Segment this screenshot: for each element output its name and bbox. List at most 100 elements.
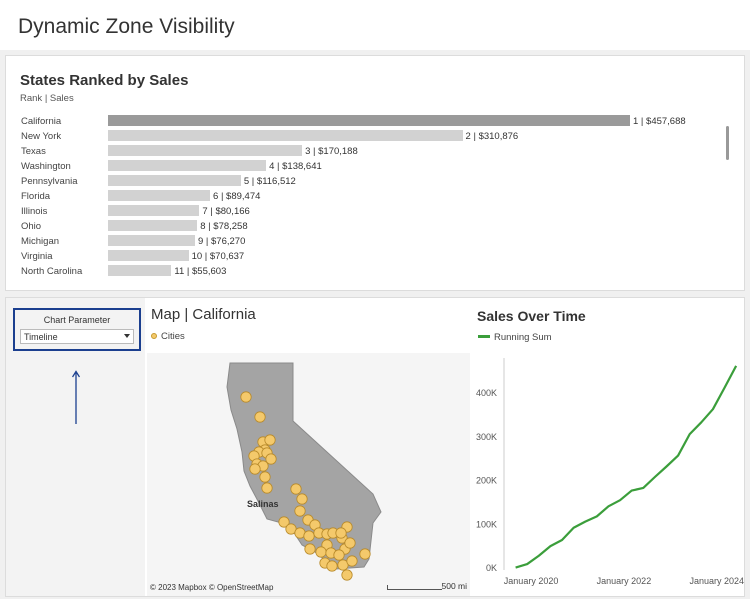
sales-bar[interactable] [108, 265, 172, 276]
city-marker[interactable] [344, 537, 356, 549]
city-marker[interactable] [315, 546, 327, 558]
city-marker[interactable] [359, 548, 371, 560]
running-sum-line[interactable] [515, 365, 738, 569]
ranking-row[interactable]: Ohio 8 | $78,258 [6, 219, 721, 234]
y-tick-label: 400K [476, 388, 497, 398]
rank-sales-label: 2 | $310,876 [465, 131, 519, 142]
city-marker[interactable] [303, 530, 315, 542]
map-attribution: © 2023 Mapbox © OpenStreetMap [150, 583, 274, 592]
state-name: Pennsylvania [21, 176, 78, 187]
ranking-scrollbar[interactable] [726, 126, 729, 160]
rank-sales-label: 11 | $55,603 [174, 266, 227, 277]
sales-bar[interactable] [108, 115, 630, 126]
ranking-row[interactable]: Pennsylvania 5 | $116,512 [6, 174, 721, 189]
ranking-title: States Ranked by Sales [20, 72, 189, 89]
map-panel: Map | California Cities Salinas © 2023 M… [147, 298, 470, 596]
map-scale-label: 500 mi [441, 581, 467, 591]
city-marker[interactable] [326, 560, 338, 572]
state-name: Ohio [21, 221, 42, 232]
city-marker[interactable] [249, 463, 261, 475]
ranking-row[interactable]: Virginia 10 | $70,637 [6, 249, 721, 264]
sales-bar[interactable] [108, 175, 241, 186]
city-marker[interactable] [290, 483, 302, 495]
city-marker[interactable] [294, 505, 306, 517]
state-name: Washington [21, 161, 71, 172]
chart-parameter-control: Chart Parameter Timeline [13, 308, 141, 351]
rank-sales-label: 5 | $116,512 [243, 176, 296, 187]
city-marker[interactable] [265, 453, 277, 465]
ranking-row[interactable]: New York 2 | $310,876 [6, 129, 721, 144]
states-ranked-panel: States Ranked by Sales Rank | Sales Cali… [5, 55, 745, 291]
map-title: Map | California [151, 306, 256, 323]
city-marker[interactable] [261, 482, 273, 494]
state-name: Illinois [21, 206, 48, 217]
rank-sales-label: 7 | $80,166 [202, 206, 250, 217]
city-marker[interactable] [333, 549, 345, 561]
city-marker[interactable] [304, 543, 316, 555]
city-marker[interactable] [240, 391, 252, 403]
ranking-row[interactable]: Washington 4 | $138,641 [6, 159, 721, 174]
rank-sales-label: 8 | $78,258 [200, 221, 248, 232]
sales-bar[interactable] [108, 205, 200, 216]
chevron-down-icon [124, 334, 130, 338]
map-legend-label: Cities [161, 331, 185, 342]
chart-parameter-select[interactable]: Timeline [20, 329, 134, 344]
city-marker-icon [151, 333, 157, 339]
sales-line-chart[interactable]: 0K 100K 200K 300K 400K January 2020 January 20… [472, 350, 744, 596]
ranking-row[interactable]: California 1 | $457,688 [6, 114, 721, 129]
ranking-row[interactable]: Florida 6 | $89,474 [6, 189, 721, 204]
bottom-area: Chart Parameter Timeline Map | Californi… [5, 297, 745, 597]
state-name: Virginia [21, 251, 53, 262]
rank-sales-label: 10 | $70,637 [191, 251, 245, 262]
chart-parameter-label: Chart Parameter [43, 315, 111, 325]
parameter-column: Chart Parameter Timeline [6, 298, 145, 596]
sales-bar[interactable] [108, 145, 303, 156]
state-name: Michigan [21, 236, 60, 247]
rank-sales-label: 3 | $170,188 [305, 146, 358, 157]
ranking-row[interactable]: North Carolina 11 | $55,603 [6, 264, 721, 279]
rank-sales-label: 1 | $457,688 [633, 116, 686, 127]
ranking-row[interactable]: Texas 3 | $170,188 [6, 144, 721, 159]
city-label-salinas: Salinas [247, 499, 279, 509]
city-marker[interactable] [335, 527, 347, 539]
dashboard-title: Dynamic Zone Visibility [18, 15, 235, 38]
sales-chart-title: Sales Over Time [477, 308, 586, 324]
city-marker[interactable] [264, 434, 276, 446]
sales-bar[interactable] [108, 250, 189, 261]
map-legend: Cities [151, 331, 185, 342]
x-tick-label: January 2020 [504, 576, 559, 586]
state-name: North Carolina [21, 266, 83, 277]
rank-sales-label: 9 | $76,270 [197, 236, 246, 247]
ranking-row[interactable]: Illinois 7 | $80,166 [6, 204, 721, 219]
sales-bar[interactable] [108, 235, 195, 246]
x-tick-label: January 2022 [597, 576, 652, 586]
ranking-row[interactable]: Michigan 9 | $76,270 [6, 234, 721, 249]
dashboard-header: Dynamic Zone Visibility [0, 0, 750, 50]
state-name: New York [21, 131, 62, 142]
y-tick-label: 300K [476, 432, 497, 442]
y-tick-label: 200K [476, 476, 497, 486]
sales-bar[interactable] [108, 130, 463, 141]
state-name: Texas [21, 146, 46, 157]
map-canvas[interactable]: Salinas © 2023 Mapbox © OpenStreetMap 50… [147, 353, 470, 596]
city-marker[interactable] [341, 569, 353, 581]
city-markers [240, 391, 371, 581]
state-name: California [21, 116, 62, 127]
california-shape [226, 362, 382, 570]
state-name: Florida [21, 191, 51, 202]
sales-over-time-panel: Sales Over Time Running Sum 0K 100K 200K 30… [472, 298, 744, 596]
city-marker[interactable] [254, 411, 266, 423]
city-marker[interactable] [346, 555, 358, 567]
sales-bar[interactable] [108, 220, 198, 231]
city-marker[interactable] [278, 516, 290, 528]
sales-legend-label: Running Sum [494, 332, 552, 343]
chart-parameter-value: Timeline [24, 332, 58, 342]
sales-legend: Running Sum [478, 332, 552, 343]
sales-bar[interactable] [108, 190, 211, 201]
city-marker[interactable] [259, 471, 271, 483]
sales-bar[interactable] [108, 160, 267, 171]
line-legend-icon [478, 335, 490, 338]
city-marker[interactable] [296, 493, 308, 505]
arrow-up-icon [72, 370, 80, 424]
rank-sales-label: 6 | $89,474 [213, 191, 261, 202]
